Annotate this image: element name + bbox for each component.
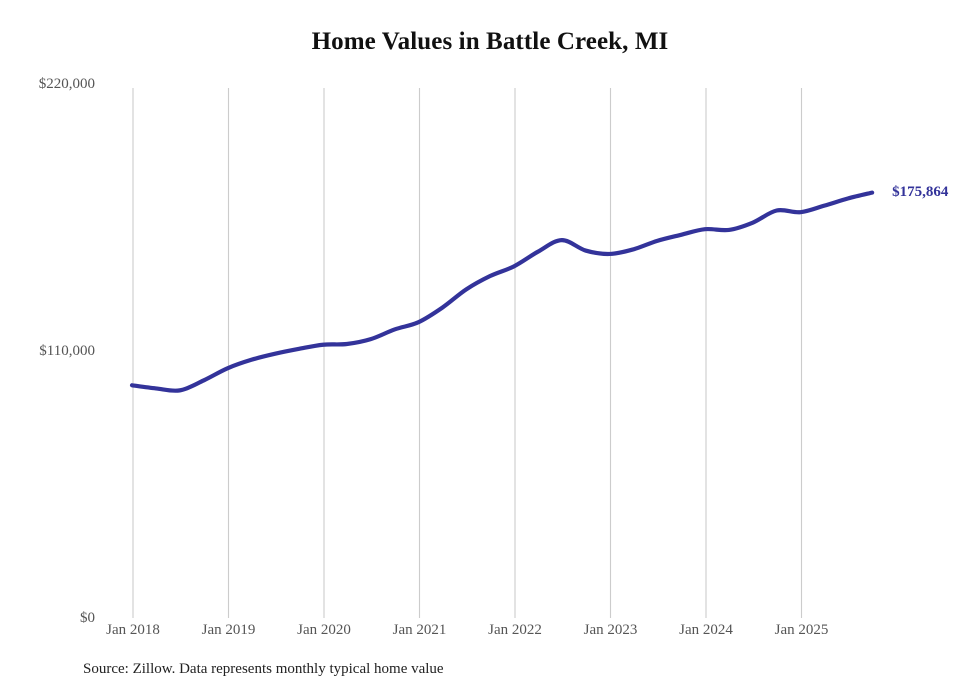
source-note: Source: Zillow. Data represents monthly … bbox=[83, 661, 444, 677]
data-series-line bbox=[129, 190, 875, 393]
page-title: Home Values in Battle Creek, MI bbox=[311, 28, 669, 55]
ytick-label-0: $0 bbox=[80, 610, 95, 626]
xtick-label-jan-2021: Jan 2021 bbox=[392, 622, 447, 638]
ytick-label-220000: $220,000 bbox=[38, 76, 95, 92]
xtick-label-jan-2024: Jan 2024 bbox=[679, 622, 733, 638]
xtick-label-jan-2019: Jan 2019 bbox=[201, 622, 256, 638]
xtick-label-jan-2020: Jan 2020 bbox=[297, 622, 351, 638]
end-value-label: $175,864 bbox=[892, 183, 949, 200]
home-value-line bbox=[129, 190, 875, 393]
xtick-label-jan-2018: Jan 2018 bbox=[106, 622, 160, 638]
xtick-label-jan-2025: Jan 2025 bbox=[774, 622, 829, 638]
ytick-label-110000: $110,000 bbox=[39, 343, 95, 359]
gridlines bbox=[132, 88, 803, 618]
xtick-label-jan-2022: Jan 2022 bbox=[488, 622, 542, 638]
xtick-label-jan-2023: Jan 2023 bbox=[583, 622, 638, 638]
